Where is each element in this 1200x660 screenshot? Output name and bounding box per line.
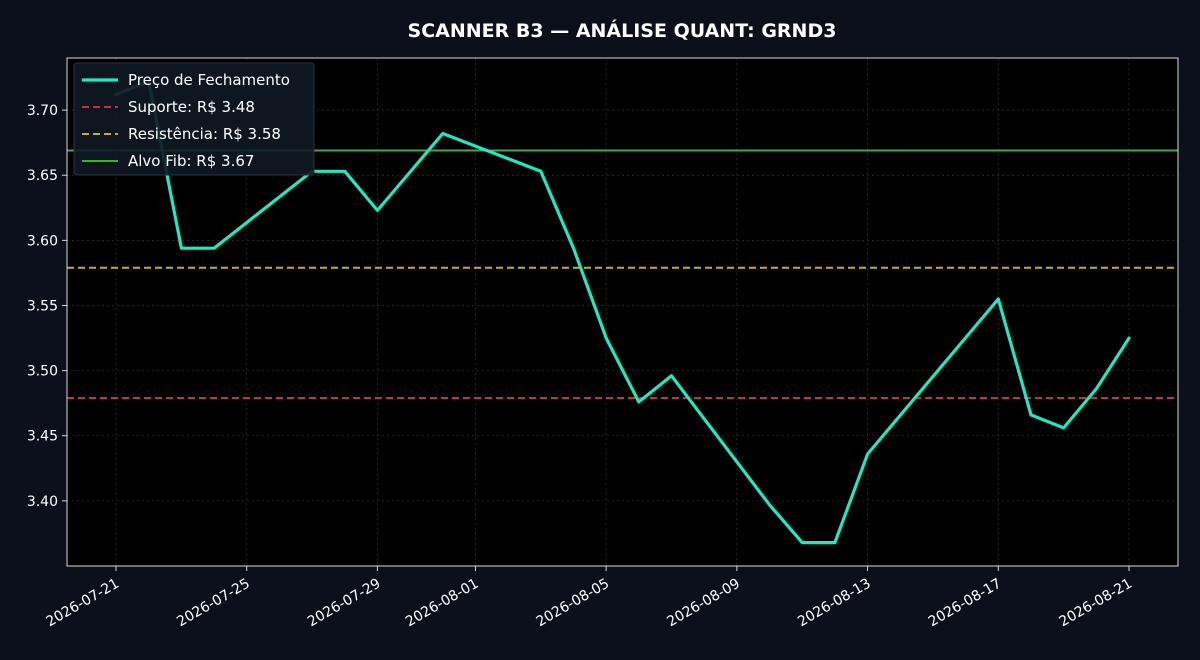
legend-label: Resistência: R$ 3.58 bbox=[128, 125, 281, 143]
x-tick-label: 2026-08-21 bbox=[1057, 576, 1135, 631]
legend-label: Preço de Fechamento bbox=[128, 71, 290, 89]
x-tick-label: 2026-08-01 bbox=[403, 576, 481, 631]
legend-box bbox=[73, 62, 315, 176]
legend-label: Alvo Fib: R$ 3.67 bbox=[128, 152, 254, 170]
legend-label: Suporte: R$ 3.48 bbox=[128, 98, 255, 116]
x-tick-label: 2026-08-13 bbox=[795, 576, 873, 631]
series-line-0 bbox=[114, 79, 1131, 545]
x-tick-label: 2026-08-05 bbox=[534, 576, 612, 631]
x-tick-label: 2026-08-17 bbox=[926, 576, 1004, 631]
y-tick-label: 3.45 bbox=[27, 429, 58, 445]
x-axis: 2026-07-21 2026-07-25 2026-07-29 2026-08-01… bbox=[44, 566, 1135, 630]
y-tick-label: 3.65 bbox=[27, 168, 58, 184]
y-tick-label: 3.50 bbox=[27, 364, 58, 380]
x-tick-label: 2026-07-29 bbox=[305, 576, 383, 631]
x-tick-label: 2026-08-09 bbox=[664, 576, 742, 631]
x-tick-label: 2026-07-25 bbox=[174, 576, 252, 631]
y-tick-label: 3.70 bbox=[27, 103, 58, 119]
y-axis: 3.40 3.45 3.50 3.55 3.60 3.65 3.70 bbox=[27, 103, 67, 510]
y-tick-label: 3.55 bbox=[27, 298, 58, 314]
plot-frame bbox=[66, 57, 1179, 567]
y-tick-label: 3.40 bbox=[27, 494, 58, 510]
x-tick-label: 2026-07-21 bbox=[44, 576, 122, 631]
y-tick-label: 3.60 bbox=[27, 233, 58, 249]
chart-title: SCANNER B3 — ANÁLISE QUANT: GRND3 bbox=[408, 19, 837, 42]
legend: Preço de Fechamento Suporte: R$ 3.48 Resis… bbox=[73, 62, 315, 176]
